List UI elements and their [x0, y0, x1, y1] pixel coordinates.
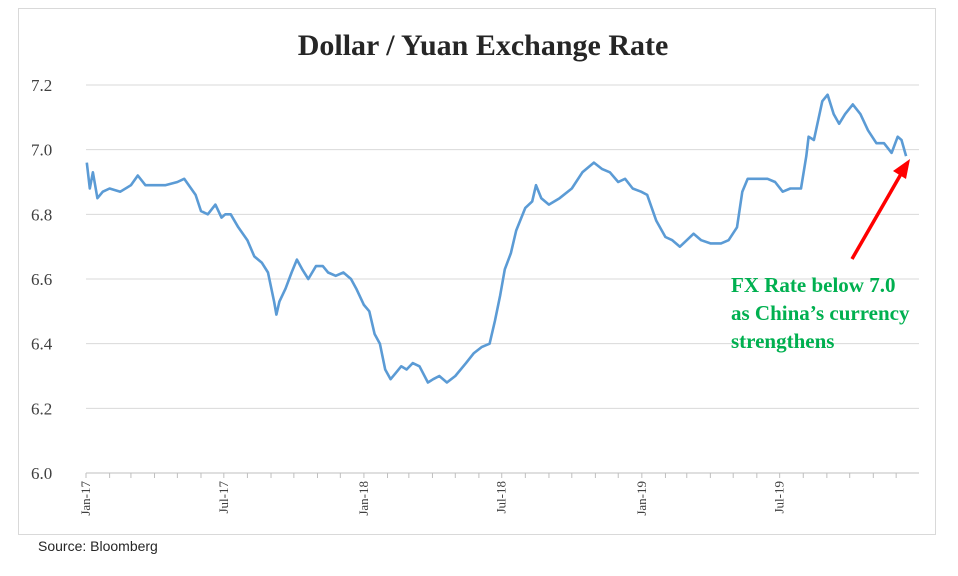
y-tick-label: 6.4 — [31, 335, 53, 354]
series-line — [85, 93, 908, 384]
x-tick-label: Jan-18 — [356, 481, 371, 516]
x-tick-label: Jan-17 — [78, 481, 93, 516]
y-tick-label: 6.2 — [31, 399, 52, 418]
annotation-arrow — [850, 173, 903, 260]
chart-svg: Dollar / Yuan Exchange Rate 6.0 6.2 6.4 6.6… — [31, 29, 919, 516]
x-axis: Jan-17 Jul-17 Jan-18 Jul-18 Jan-19 Jul-19 — [78, 472, 919, 516]
source-note: Source: Bloomberg — [38, 538, 158, 554]
annotation-text: as China’s currency — [731, 301, 910, 325]
y-tick-label: 6.6 — [31, 270, 52, 289]
x-tick-label: Jan-19 — [634, 481, 649, 516]
y-tick-label: 7.2 — [31, 76, 52, 95]
annotation: FX Rate below 7.0 as China’s currency stre… — [731, 159, 910, 353]
series-group — [85, 93, 908, 384]
chart-frame: Dollar / Yuan Exchange Rate 6.0 6.2 6.4 6.6… — [18, 8, 936, 535]
y-axis-ticks: 6.0 6.2 6.4 6.6 6.8 7.0 7.2 — [31, 76, 53, 483]
x-tick-label: Jul-19 — [772, 481, 787, 514]
x-tick-label: Jul-18 — [494, 481, 509, 514]
annotation-arrowhead — [893, 159, 910, 179]
annotation-text: FX Rate below 7.0 — [731, 273, 895, 297]
y-tick-label: 7.0 — [31, 141, 52, 160]
y-tick-label: 6.0 — [31, 464, 52, 483]
chart-title: Dollar / Yuan Exchange Rate — [298, 29, 669, 62]
gridlines — [86, 84, 919, 409]
x-tick-label: Jul-17 — [216, 481, 231, 514]
y-tick-label: 6.8 — [31, 205, 52, 224]
annotation-text: strengthens — [731, 329, 834, 353]
